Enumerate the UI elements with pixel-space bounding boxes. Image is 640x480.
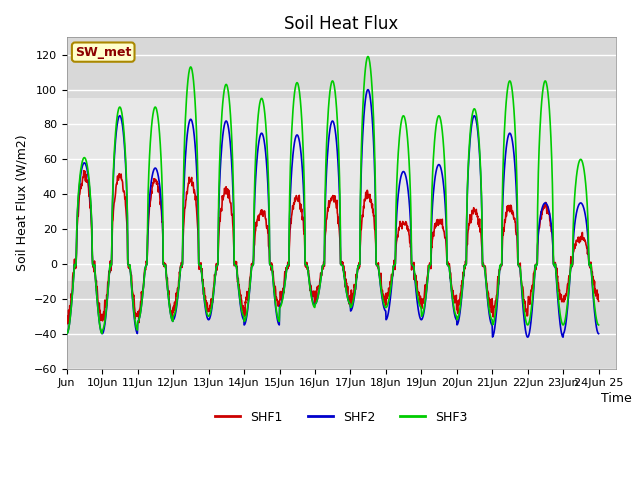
SHF3 — [595, 322, 602, 328]
SHF1 — [485, 295, 493, 301]
SHF1 — [169, 305, 177, 311]
SHF3 — [181, 125, 189, 131]
Y-axis label: Soil Heat Flux (W/m2): Soil Heat Flux (W/m2) — [15, 134, 28, 271]
SHF2 — [63, 331, 70, 336]
SHF3 — [532, 264, 540, 269]
SHF2 — [415, 312, 423, 318]
SHF1 — [80, 168, 88, 174]
SHF2 — [532, 264, 540, 270]
SHF2 — [168, 317, 176, 323]
SHF1 — [532, 263, 540, 269]
SHF2 — [559, 334, 567, 340]
Legend: SHF1, SHF2, SHF3: SHF1, SHF2, SHF3 — [211, 406, 472, 429]
SHF2 — [595, 331, 602, 336]
X-axis label: Time: Time — [601, 392, 632, 405]
SHF1 — [64, 321, 72, 326]
Text: SW_met: SW_met — [75, 46, 131, 59]
Title: Soil Heat Flux: Soil Heat Flux — [284, 15, 399, 33]
SHF1 — [595, 299, 602, 304]
SHF3 — [364, 54, 372, 60]
SHF3 — [63, 331, 70, 336]
SHF1 — [182, 197, 189, 203]
SHF3 — [415, 301, 423, 307]
Line: SHF3: SHF3 — [67, 57, 598, 334]
SHF1 — [63, 321, 70, 326]
SHF3 — [241, 318, 248, 324]
Bar — [67, 98, 616, 281]
SHF2 — [485, 308, 493, 314]
Line: SHF2: SHF2 — [67, 90, 598, 337]
SHF3 — [168, 317, 176, 323]
SHF2 — [364, 87, 372, 93]
SHF2 — [241, 322, 248, 327]
SHF1 — [241, 299, 249, 305]
SHF1 — [416, 301, 424, 307]
Line: SHF1: SHF1 — [67, 171, 598, 324]
SHF3 — [485, 304, 493, 310]
SHF2 — [181, 161, 189, 167]
